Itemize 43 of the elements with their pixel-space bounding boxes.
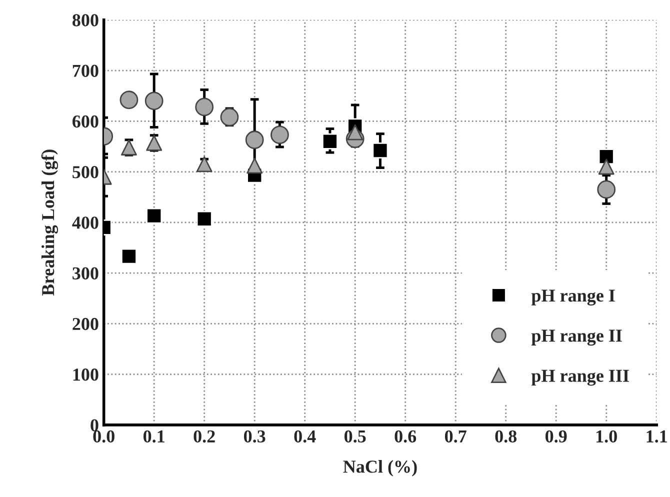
- point: [196, 210, 212, 227]
- y-tick-label: 500: [72, 166, 98, 178]
- y-tick-label: 600: [72, 115, 98, 128]
- y-tick-label: 400: [72, 216, 98, 229]
- y-tick-label: 200: [72, 318, 98, 330]
- x-tick-label: 1.1: [646, 430, 667, 443]
- x-tick-label: 0.0: [93, 430, 114, 443]
- point: [598, 148, 614, 165]
- x-tick-label: 0.2: [194, 430, 215, 443]
- point: [196, 156, 212, 172]
- point: [347, 124, 364, 140]
- y-tick-label: 100: [73, 368, 98, 381]
- x-tick-label: 0.1: [144, 430, 164, 443]
- point: [270, 126, 289, 144]
- x-tick-label: 0.5: [344, 430, 366, 443]
- legend-label: pH range I: [531, 290, 615, 306]
- x-tick-label: 0.7: [445, 430, 466, 443]
- point: [246, 158, 263, 174]
- legend-label: pH range III: [531, 370, 629, 386]
- x-tick-label: 1.0: [596, 430, 617, 443]
- y-tick-label: 0: [90, 419, 98, 432]
- x-tick-label: 0.4: [294, 430, 316, 443]
- point: [120, 139, 137, 156]
- x-tick-label: 0.6: [394, 430, 416, 443]
- legend-label: pH range II: [531, 330, 622, 346]
- y-tick-label: 300: [72, 267, 98, 280]
- point: [372, 142, 388, 158]
- y-tick-label: 800: [72, 14, 98, 26]
- point: [120, 248, 137, 264]
- y-axis-title: Breaking Load (gf): [41, 150, 58, 296]
- point: [146, 208, 162, 224]
- point: [245, 130, 264, 150]
- point: [195, 98, 214, 116]
- point: [597, 180, 616, 199]
- x-tick-label: 0.8: [495, 430, 517, 443]
- x-axis-title: NaCl (%): [343, 460, 417, 476]
- point: [120, 90, 138, 110]
- x-tick-label: 0.3: [244, 430, 266, 443]
- x-tick-label: 0.9: [546, 430, 567, 443]
- point: [144, 92, 164, 110]
- point: [322, 133, 338, 150]
- point: [220, 108, 239, 126]
- y-tick-label: 700: [72, 64, 98, 77]
